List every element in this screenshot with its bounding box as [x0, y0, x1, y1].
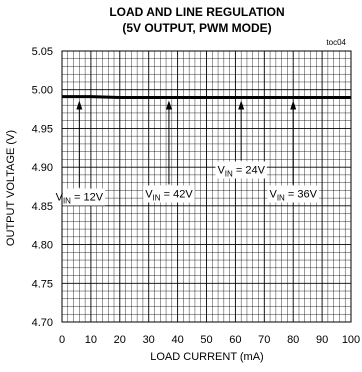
annotation-arrow-head: [238, 100, 245, 110]
x-tick-label: 40: [171, 334, 183, 346]
x-tick-labels: 0 10 20 30 40 50 60 70 80 90 100: [59, 334, 360, 346]
series-line: [62, 95, 351, 99]
x-tick-label: 70: [258, 334, 270, 346]
annotation-label-bg: [143, 185, 195, 203]
y-tick-label: 5.00: [32, 85, 53, 97]
x-tick-label: 10: [85, 334, 97, 346]
x-tick-label: 90: [316, 334, 328, 346]
y-tick-labels: 4.70 4.75 4.80 4.85 4.90 4.95 5.00 5.05: [32, 46, 53, 329]
annotation-arrow-head: [165, 100, 172, 110]
chart-title: LOAD AND LINE REGULATION: [109, 5, 284, 19]
annotation-label-bg: [53, 188, 106, 206]
figure-id: toc04: [326, 38, 346, 47]
vin-annotation-label: VIN = 24V: [217, 164, 265, 178]
chart-subtitle: (5V OUTPUT, PWM MODE): [122, 21, 271, 35]
y-tick-label: 4.95: [32, 123, 53, 135]
y-axis-label: OUTPUT VOLTAGE (V): [5, 130, 17, 246]
x-tick-label: 50: [200, 334, 212, 346]
vin-annotation-label: VIN = 42V: [145, 188, 193, 202]
x-tick-label: 60: [229, 334, 241, 346]
y-tick-label: 4.85: [32, 201, 53, 213]
series-layer: [62, 95, 351, 99]
x-tick-label: 20: [114, 334, 126, 346]
x-tick-label: 0: [59, 334, 65, 346]
y-tick-label: 4.70: [32, 317, 53, 329]
y-tick-label: 5.05: [32, 46, 53, 58]
vin-annotation-label: VIN = 36V: [269, 188, 317, 202]
y-tick-label: 4.90: [32, 162, 53, 174]
annotation-arrow-head: [76, 100, 83, 110]
x-tick-label: 80: [287, 334, 299, 346]
x-tick-label: 100: [342, 334, 360, 346]
annotation-layer: VIN = 12V VIN = 42V VIN = 24V VIN = 36V: [53, 100, 319, 206]
x-axis-label: LOAD CURRENT (mA): [150, 351, 263, 363]
annotation-label-bg: [267, 185, 319, 203]
vin-annotation-label: VIN = 12V: [56, 192, 104, 206]
annotation-arrow-head: [290, 100, 297, 110]
y-tick-label: 4.80: [32, 240, 53, 252]
y-tick-label: 4.75: [32, 278, 53, 290]
annotation-label-bg: [215, 161, 267, 179]
x-tick-label: 30: [143, 334, 155, 346]
plot-frame: [61, 50, 352, 323]
